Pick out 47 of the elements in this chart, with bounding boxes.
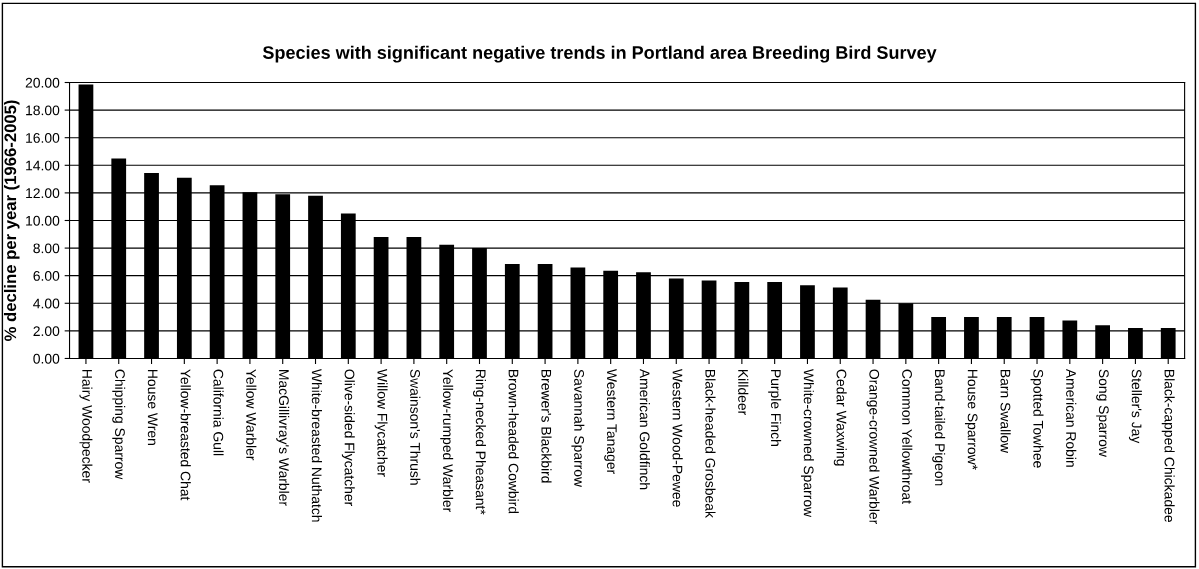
x-tick-label: Yellow-rumped Warbler <box>440 369 454 512</box>
x-tick-label: Band-tailed Pigeon <box>932 370 946 486</box>
y-tick-label: 20.00 <box>25 77 60 88</box>
x-tick-label: American Goldfinch <box>639 368 650 490</box>
x-tick-label: MacGillivray's Warbler <box>276 370 290 506</box>
x-tick-label: Purple Finch <box>768 370 782 446</box>
x-tick-label: Killdeer <box>738 370 749 415</box>
y-tick-label: 0.00 <box>33 353 60 364</box>
chart-title: Species with significant negative trends in Portland area Breeding Bird Survey <box>262 45 937 63</box>
x-tick-label: Brewer's Blackbird <box>541 370 552 483</box>
y-tick-label: 2.00 <box>33 326 60 337</box>
y-tick-label: 8.00 <box>33 243 60 254</box>
x-tick-label: Chipping Sparrow <box>112 369 126 480</box>
x-tick-label: American Robin <box>1066 368 1077 467</box>
x-tick-label: Common Yellowthroat <box>902 369 913 504</box>
x-tick-label: Spotted Towhee <box>1030 369 1044 468</box>
y-tick-label: 10.00 <box>26 215 60 226</box>
x-tick-label: Black-headed Grosbeak <box>705 370 716 518</box>
x-tick-label: Ring-necked Pheasant* <box>473 370 486 515</box>
x-tick-label: House Sparrow* <box>964 370 978 470</box>
x-tick-label: Barn Swallow <box>1000 370 1011 454</box>
x-tick-label: Cedar Waxwing <box>833 369 847 466</box>
x-tick-label: Swainson's Thrush <box>410 369 421 485</box>
y-tick-label: 12.00 <box>26 188 60 199</box>
x-tick-label: Steller's Jay <box>1128 369 1142 444</box>
y-axis-title: % decline per year (1966-2005) <box>3 100 20 341</box>
y-tick-label: 16.00 <box>26 133 60 143</box>
y-tick-label: 14.00 <box>26 160 60 171</box>
y-tick-label: 6.00 <box>33 271 60 281</box>
x-tick-label: Western Tanager <box>604 368 617 474</box>
x-tick-label: California Gull <box>213 369 224 456</box>
x-tick-label: Song Sparrow <box>1096 369 1109 457</box>
y-tick-label: 4.00 <box>33 298 60 309</box>
x-tick-label: Western Wood-Pewee <box>672 368 683 507</box>
x-tick-label: Savannah Sparrow <box>571 369 585 488</box>
x-tick-label: Yellow Warbler <box>246 369 257 461</box>
x-tick-label: Hairy Woodpecker <box>79 370 93 483</box>
x-tick-label: House Wren <box>147 370 158 445</box>
x-tick-label: White-breasted Nuthatch <box>311 368 322 522</box>
x-tick-label: Willow Flycatcher <box>374 368 388 477</box>
y-tick-label: 18.00 <box>26 105 60 116</box>
x-tick-label: Black-capped Chickadee <box>1161 370 1175 522</box>
x-tick-label: White-crowned Sparrow <box>800 368 814 518</box>
x-tick-label: Olive-sided Flycatcher <box>341 369 355 507</box>
x-tick-label: Orange-crowned Warbler <box>866 369 880 525</box>
x-tick-label: Brown-headed Cowbird <box>508 370 519 514</box>
x-tick-label: Yellow-breasted Chat <box>180 369 191 501</box>
